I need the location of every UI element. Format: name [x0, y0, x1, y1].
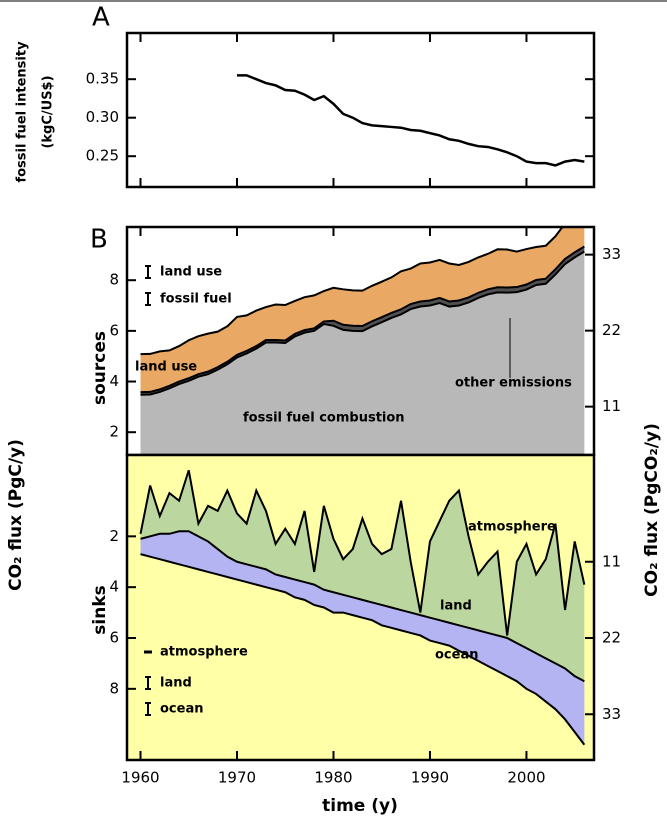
- panel-label: B: [90, 225, 108, 255]
- plot-frame: [125, 453, 596, 762]
- y-tick-label: 8: [109, 271, 119, 289]
- y2-tick-label: 11: [602, 397, 621, 415]
- legend-label: land use: [160, 265, 222, 280]
- panel-label: A: [92, 3, 110, 33]
- y2-axis-title: CO₂ flux (PgCO₂/y): [642, 423, 662, 597]
- y-tick-label: 4: [109, 372, 119, 390]
- y-axis-title: fossil fuel intensity: [15, 41, 30, 183]
- x-tick-label: 1980: [314, 769, 352, 787]
- legend-glyph: [145, 265, 151, 279]
- y2-tick-label: 22: [602, 321, 621, 339]
- y-tick-label: 6: [109, 629, 119, 647]
- area: [140, 227, 585, 393]
- y-tick-label: 2: [109, 527, 119, 545]
- y-tick-label: 6: [109, 321, 119, 339]
- legend-label: land: [160, 676, 192, 691]
- series-label: land: [440, 599, 472, 614]
- x-tick-label: 1970: [218, 769, 256, 787]
- area-edge: [140, 553, 586, 746]
- data-line: [236, 74, 585, 167]
- legend-label: fossil fuel: [160, 292, 232, 307]
- area-edge: [140, 245, 585, 394]
- y-axis-title: sinks: [90, 585, 110, 634]
- series-label: atmosphere: [468, 520, 556, 535]
- y2-tick-label: 33: [602, 245, 621, 263]
- series-label: fossil fuel combustion: [243, 411, 405, 426]
- series-label: ocean: [435, 648, 478, 663]
- legend-glyph: [145, 292, 151, 306]
- y-axis-title: CO₂ flux (PgC/y): [6, 439, 26, 591]
- plot-area: [140, 227, 585, 455]
- x-tick-label: 1990: [411, 769, 449, 787]
- area-edge: [139, 469, 586, 636]
- plot-area: [236, 74, 585, 167]
- plot-frame: [125, 31, 596, 189]
- plot-area: [127, 455, 594, 760]
- series-label: other emissions: [455, 376, 572, 391]
- area-edge: [140, 227, 564, 356]
- x-axis-title: time (y): [322, 796, 398, 816]
- y-tick-label: 0.35: [86, 70, 119, 88]
- y-axis-title: (kgC/US$): [41, 75, 56, 148]
- area: [140, 531, 585, 745]
- y2-tick-label: 22: [602, 629, 621, 647]
- area: [140, 251, 585, 455]
- legend-glyph: [145, 702, 151, 716]
- x-tick-label: 1960: [121, 769, 159, 787]
- y-tick-label: 0.25: [86, 147, 119, 165]
- legend-label: atmosphere: [160, 645, 248, 660]
- y-tick-label: 8: [109, 679, 119, 697]
- legend-label: ocean: [160, 702, 203, 717]
- legend-glyph: [145, 676, 151, 690]
- y-tick-label: 4: [109, 578, 119, 596]
- series-label: land use: [135, 360, 197, 375]
- area: [140, 470, 585, 636]
- y2-tick-label: 11: [602, 552, 621, 570]
- plots: 0.25 0.30 0.35 fossil fuel combustion other …: [86, 31, 621, 787]
- area-edge: [140, 250, 585, 396]
- y-tick-label: 2: [109, 423, 119, 441]
- x-tick-label: 2000: [507, 769, 545, 787]
- area-edge: [140, 530, 585, 683]
- y-axis-title: sources: [90, 331, 110, 405]
- y-tick-label: 0.30: [86, 108, 119, 126]
- y2-tick-label: 33: [602, 705, 621, 723]
